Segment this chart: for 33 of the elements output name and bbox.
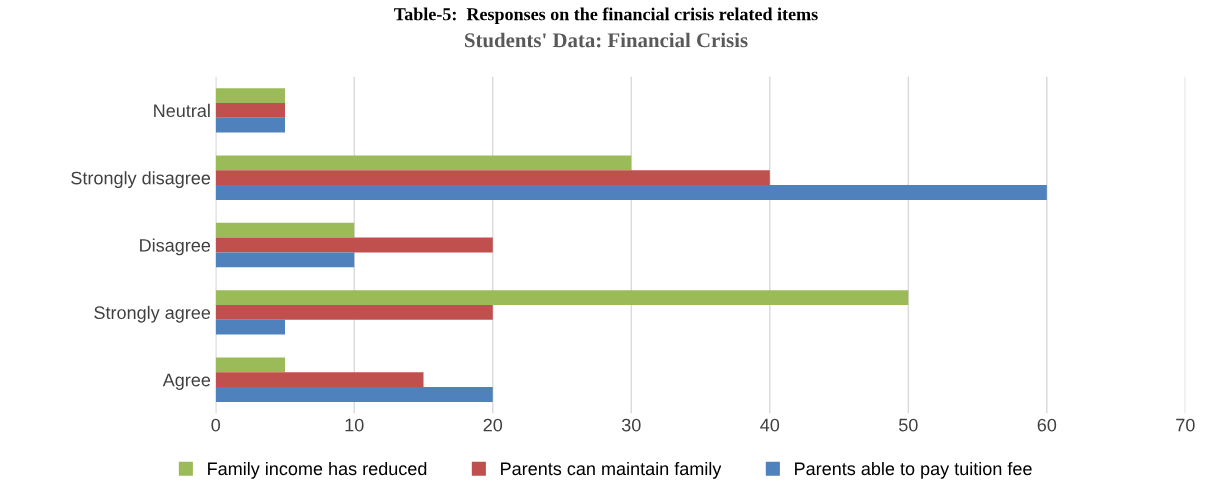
bar — [215, 290, 909, 305]
x-tick-label: 60 — [1037, 418, 1057, 432]
bar — [215, 185, 1047, 200]
x-tick-label: 50 — [898, 418, 918, 432]
chart-title: Students' Data: Financial Crisis — [465, 32, 748, 48]
y-tick-label: Strongly disagree — [71, 171, 211, 188]
x-tick-label: 20 — [483, 418, 503, 432]
x-tick-label: 70 — [1176, 418, 1195, 432]
bar — [215, 237, 493, 253]
y-tick-label: Disagree — [140, 238, 211, 256]
bar — [215, 102, 285, 118]
y-tick-label: Strongly agree — [94, 305, 211, 323]
bar — [215, 155, 632, 171]
x-tick-label: 0 — [211, 418, 221, 432]
bar — [215, 117, 285, 133]
x-tick-label: 10 — [345, 418, 364, 432]
bar — [215, 88, 285, 103]
legend-label: Family income has reduced — [208, 461, 427, 479]
bar — [215, 387, 493, 402]
bar — [215, 372, 424, 388]
y-tick-label: Neutral — [154, 103, 210, 118]
x-tick-label: 30 — [621, 418, 641, 432]
bar — [215, 222, 355, 238]
bar — [215, 319, 285, 335]
bar — [215, 304, 493, 320]
bar — [215, 170, 770, 186]
y-tick-label: Agree — [162, 373, 211, 390]
bar — [215, 252, 355, 268]
x-tick-label: 40 — [760, 418, 780, 432]
legend-label: Parents can maintain family — [501, 461, 722, 479]
legend-label: Parents able to pay tuition fee — [795, 461, 1032, 479]
chart-subtitle: Table-5: Responses on the financial crisis related items — [394, 7, 818, 24]
bar — [215, 357, 285, 373]
